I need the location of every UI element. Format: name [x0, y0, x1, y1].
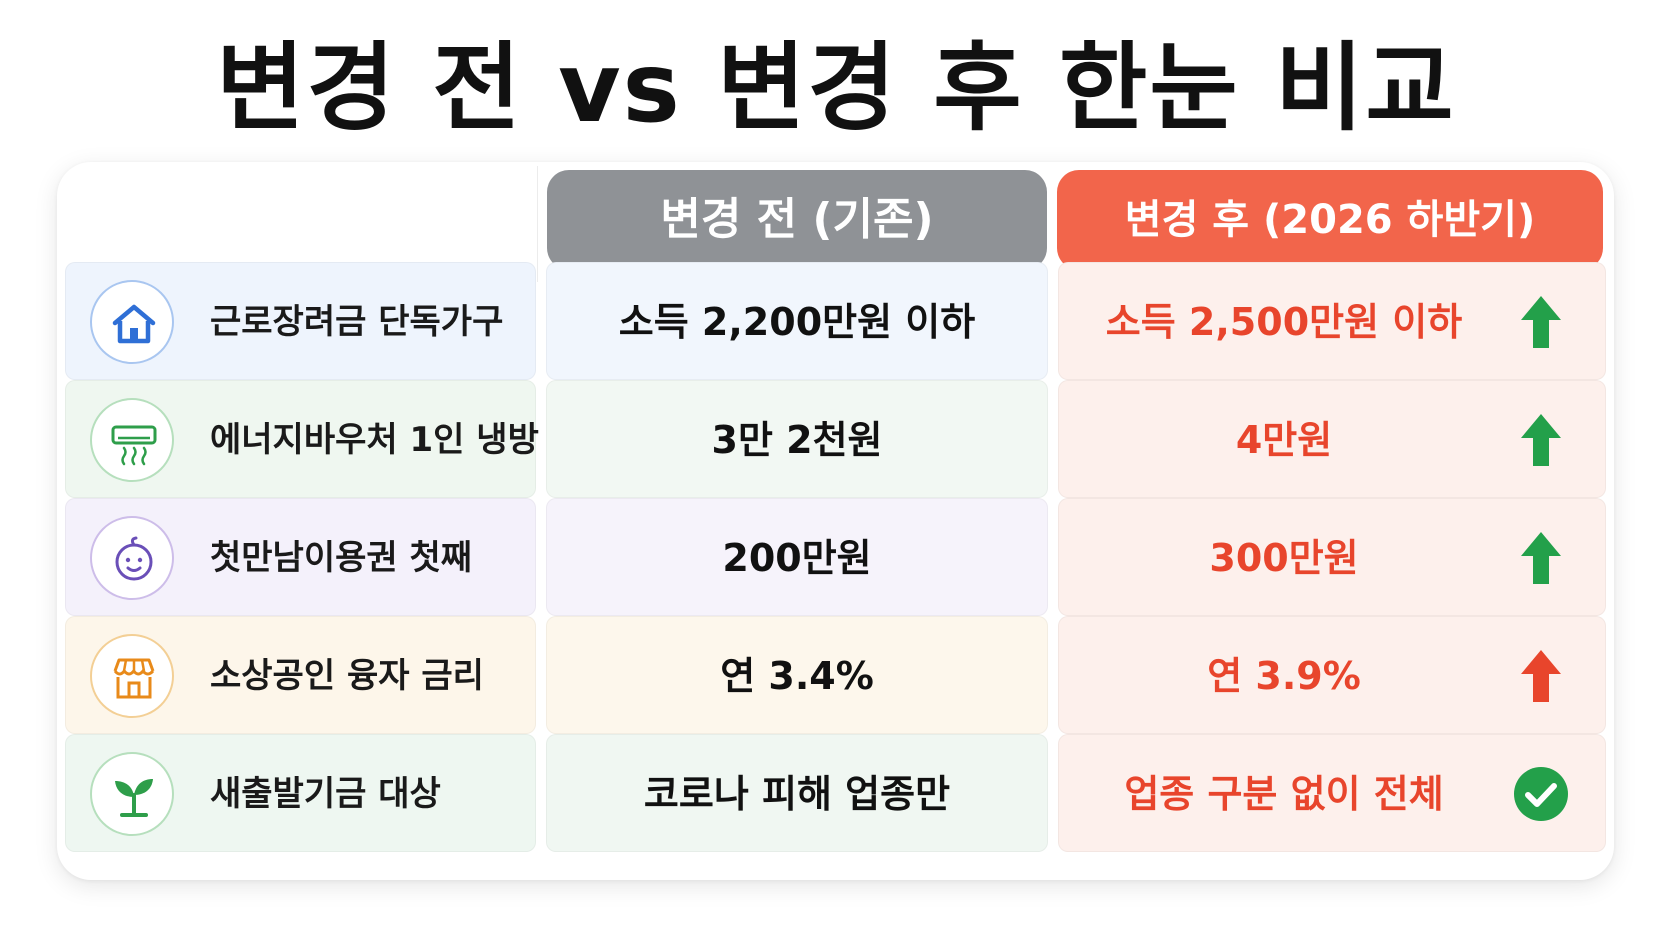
header-divider [537, 166, 538, 282]
house-icon [90, 280, 174, 364]
after-value: 업종 구분 없이 전체 [1124, 772, 1444, 816]
table-row: 근로장려금 단독가구 소득 2,200만원 이하 소득 2,500만원 이하 [65, 262, 1606, 380]
before-value: 코로나 피해 업종만 [643, 772, 951, 816]
row-label-cell: 에너지바우처 1인 냉방 [65, 380, 539, 498]
before-value: 200만원 [722, 536, 872, 580]
row-label-cell: 새출발기금 대상 [65, 734, 536, 852]
row-label: 첫만남이용권 첫째 [210, 538, 473, 578]
check-circle-icon [1514, 767, 1568, 821]
after-value-cell: 4만원 [1058, 380, 1606, 498]
before-value: 3만 2천원 [711, 418, 883, 462]
arrow-up-red-icon [1521, 650, 1561, 702]
after-value-cell: 연 3.9% [1058, 616, 1606, 734]
column-header-before: 변경 전 (기존) [547, 170, 1047, 270]
before-value-cell: 소득 2,200만원 이하 [546, 262, 1048, 380]
after-value-cell: 300만원 [1058, 498, 1606, 616]
row-label: 근로장려금 단독가구 [210, 302, 504, 342]
table-row: 첫만남이용권 첫째 200만원 300만원 [65, 498, 1606, 616]
table-row: 소상공인 융자 금리 연 3.4% 연 3.9% [65, 616, 1606, 734]
row-label-cell: 소상공인 융자 금리 [65, 616, 536, 734]
after-value: 4만원 [1235, 418, 1333, 462]
before-value-cell: 코로나 피해 업종만 [546, 734, 1048, 852]
arrow-up-green-icon [1521, 532, 1561, 584]
row-label-cell: 근로장려금 단독가구 [65, 262, 536, 380]
arrow-up-green-icon [1521, 414, 1561, 466]
baby-face-icon [90, 516, 174, 600]
row-label-cell: 첫만남이용권 첫째 [65, 498, 536, 616]
row-label: 새출발기금 대상 [210, 774, 441, 814]
row-label: 에너지바우처 1인 냉방 [210, 420, 539, 460]
arrow-up-green-icon [1521, 296, 1561, 348]
before-value: 연 3.4% [720, 654, 874, 698]
after-value: 연 3.9% [1207, 654, 1361, 698]
store-icon [90, 634, 174, 718]
after-value-cell: 업종 구분 없이 전체 [1058, 734, 1606, 852]
before-value: 소득 2,200만원 이하 [618, 300, 976, 344]
row-label: 소상공인 융자 금리 [210, 656, 484, 696]
page-title: 변경 전 vs 변경 후 한눈 비교 [216, 32, 1456, 144]
after-value: 소득 2,500만원 이하 [1105, 300, 1463, 344]
table-row: 에너지바우처 1인 냉방 3만 2천원 4만원 [65, 380, 1606, 498]
table-row: 새출발기금 대상 코로나 피해 업종만 업종 구분 없이 전체 [65, 734, 1606, 852]
before-value-cell: 3만 2천원 [546, 380, 1048, 498]
after-value-cell: 소득 2,500만원 이하 [1058, 262, 1606, 380]
after-value: 300만원 [1209, 536, 1359, 580]
sprout-icon [90, 752, 174, 836]
before-value-cell: 연 3.4% [546, 616, 1048, 734]
comparison-table: 변경 전 (기존) 변경 후 (2026 하반기) 근로장려금 단독가구 소득 … [57, 162, 1614, 880]
before-value-cell: 200만원 [546, 498, 1048, 616]
air-conditioner-icon [90, 398, 174, 482]
column-header-after: 변경 후 (2026 하반기) [1057, 170, 1603, 270]
